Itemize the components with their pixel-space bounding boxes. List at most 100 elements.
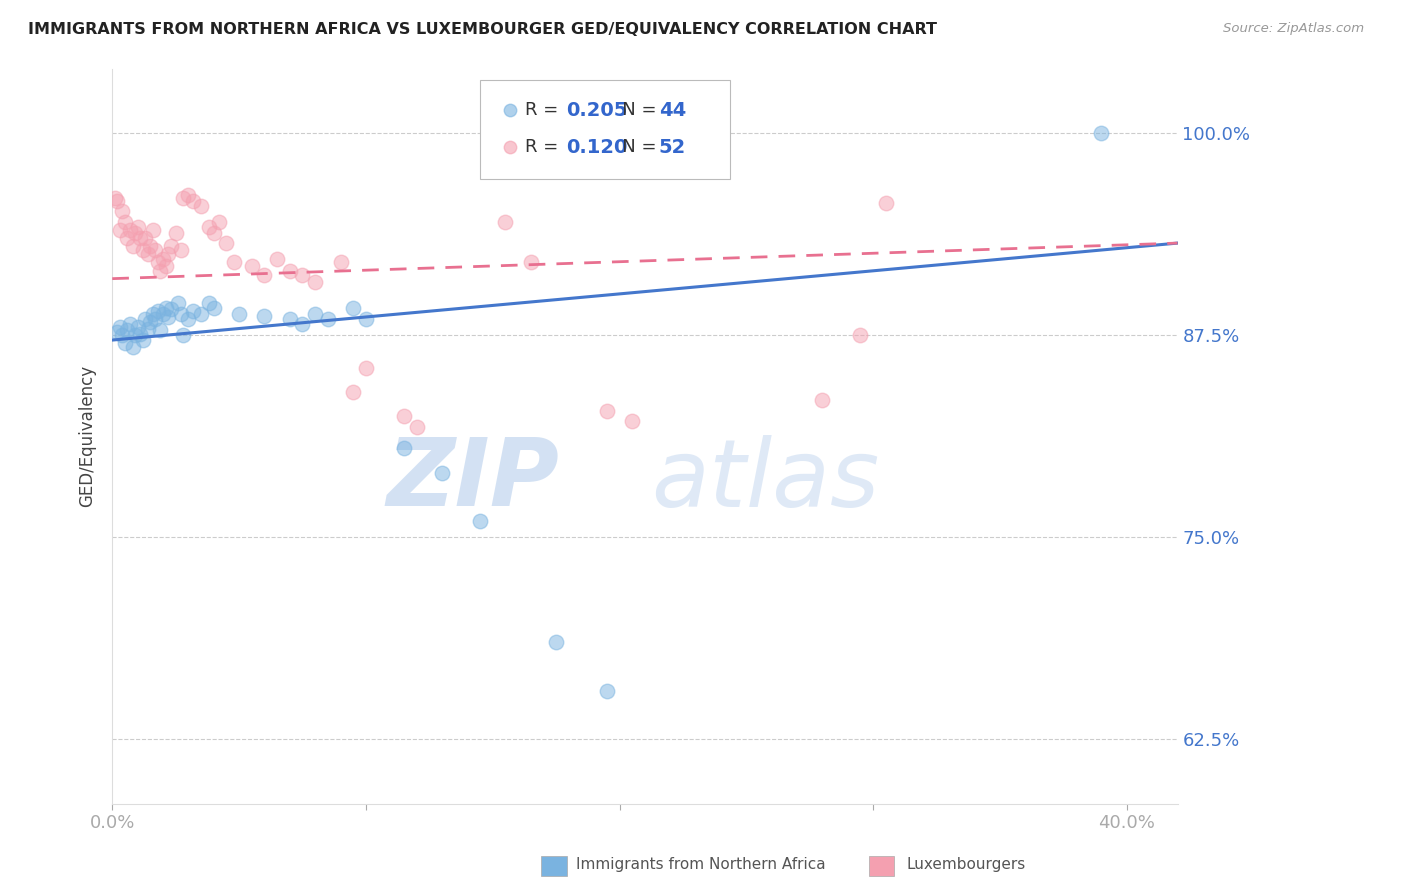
Point [596, 683, 619, 698]
Point [117, 323, 139, 337]
Point [316, 312, 339, 326]
Text: R =: R = [524, 102, 564, 120]
Point [121, 339, 143, 353]
Text: 52: 52 [659, 137, 686, 157]
Point [167, 296, 190, 310]
Point [149, 263, 172, 277]
Point [278, 263, 301, 277]
Text: N =: N = [606, 138, 662, 156]
Point [177, 187, 200, 202]
Point [291, 317, 314, 331]
Point [190, 199, 212, 213]
Point [105, 194, 128, 208]
Point [621, 414, 644, 428]
Point [849, 328, 872, 343]
Point [183, 304, 205, 318]
Point [342, 301, 364, 315]
Text: N =: N = [606, 102, 662, 120]
Point [291, 268, 314, 283]
Point [430, 466, 453, 480]
Point [172, 191, 194, 205]
Point [108, 320, 131, 334]
Text: 0.120: 0.120 [567, 137, 627, 157]
Point [183, 194, 205, 208]
Point [159, 302, 181, 317]
Point [155, 301, 177, 315]
Point [342, 384, 364, 399]
Point [468, 514, 491, 528]
Text: ZIP: ZIP [387, 434, 560, 526]
Point [111, 328, 134, 343]
Text: 44: 44 [659, 101, 686, 120]
Point [157, 247, 180, 261]
Point [1090, 126, 1112, 140]
Point [222, 255, 245, 269]
Point [108, 223, 131, 237]
Point [146, 304, 169, 318]
Point [494, 215, 516, 229]
Point [215, 236, 238, 251]
Point [546, 635, 568, 649]
Point [266, 252, 288, 267]
Point [118, 223, 141, 237]
Point [149, 323, 172, 337]
Point [114, 336, 136, 351]
Point [111, 203, 134, 218]
Point [278, 312, 301, 326]
Point [172, 328, 194, 343]
Point [170, 307, 193, 321]
Point [875, 195, 897, 210]
Point [197, 296, 219, 310]
Point [134, 312, 156, 326]
Point [142, 223, 165, 237]
Point [190, 307, 212, 321]
Point [143, 243, 166, 257]
Point [129, 326, 152, 341]
Point [124, 227, 146, 241]
Point [228, 307, 250, 321]
Point [329, 255, 352, 269]
Point [304, 307, 326, 321]
Point [121, 239, 143, 253]
Point [117, 231, 139, 245]
Text: atlas: atlas [651, 435, 879, 526]
Point [202, 227, 225, 241]
Point [304, 275, 326, 289]
Text: 0.205: 0.205 [567, 101, 627, 120]
Point [159, 239, 181, 253]
Point [208, 215, 231, 229]
Point [142, 307, 165, 321]
Point [596, 404, 619, 418]
Point [114, 215, 136, 229]
Point [253, 268, 276, 283]
Text: R =: R = [524, 138, 564, 156]
Point [146, 255, 169, 269]
Point [202, 301, 225, 315]
Point [405, 420, 427, 434]
Point [155, 259, 177, 273]
FancyBboxPatch shape [479, 79, 730, 178]
Point [127, 219, 149, 234]
Point [392, 409, 415, 423]
Point [139, 239, 162, 253]
Point [118, 317, 141, 331]
Point [354, 312, 377, 326]
Point [127, 320, 149, 334]
Point [811, 392, 834, 407]
Point [152, 252, 174, 267]
Point [143, 312, 166, 326]
Point [104, 191, 127, 205]
Point [253, 309, 276, 323]
Point [354, 360, 377, 375]
Point [165, 227, 187, 241]
Point [105, 325, 128, 339]
Point [519, 255, 541, 269]
Point [131, 243, 153, 257]
Point [124, 328, 146, 343]
Y-axis label: GED/Equivalency: GED/Equivalency [79, 365, 96, 508]
Point [152, 307, 174, 321]
Point [131, 333, 153, 347]
Text: Luxembourgers: Luxembourgers [907, 857, 1026, 872]
Point [240, 259, 263, 273]
Text: Immigrants from Northern Africa: Immigrants from Northern Africa [576, 857, 827, 872]
